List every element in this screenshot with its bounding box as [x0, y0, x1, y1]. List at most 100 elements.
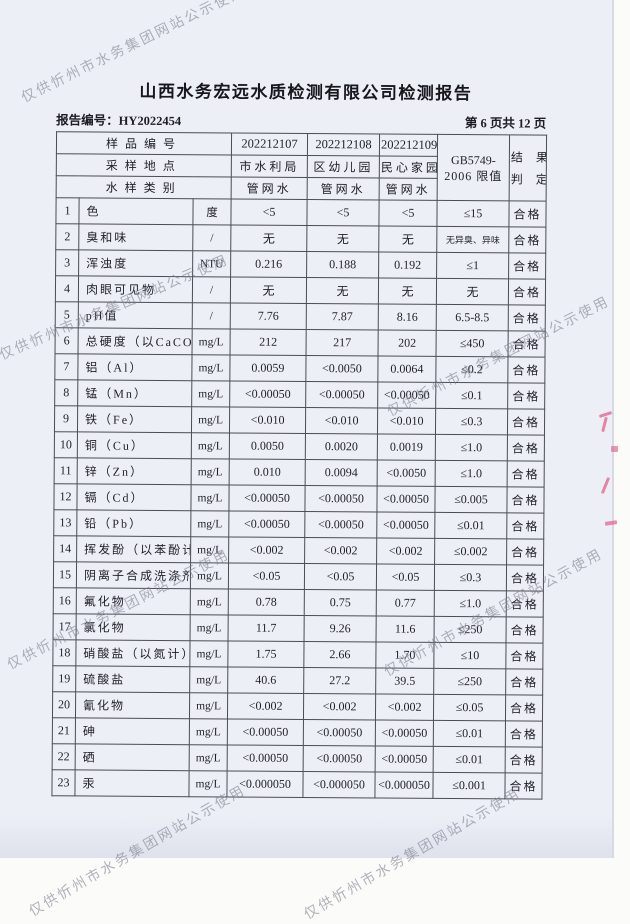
sample1-value: <0.00050: [228, 484, 306, 512]
result-cell: 合格: [508, 330, 546, 358]
row-number: 3: [55, 249, 79, 276]
unit-cell: mg/L: [189, 640, 229, 667]
page-indicator: 第 6 页共 12 页: [464, 116, 547, 131]
sample3-value: <5: [378, 200, 438, 227]
report-meta-row: 报告编号：HY2022454 第 6 页共 12 页: [56, 109, 546, 131]
unit-cell: /: [192, 302, 231, 329]
unit-cell: mg/L: [191, 458, 230, 485]
limit-value: 无: [436, 278, 509, 305]
result-cell: 合格: [507, 408, 545, 436]
location-3: 民心家园: [379, 156, 438, 179]
sample2-value: <0.00050: [304, 485, 378, 513]
limit-value: ≤0.001: [432, 772, 506, 799]
table-row: 2 臭和味 / 无 无 无 无异臭、异味 合格: [55, 223, 546, 254]
sample1-value: <0.00050: [227, 744, 304, 772]
parameter-name: 锌（Zn）: [77, 457, 192, 485]
limit-value: ≤0.01: [434, 512, 507, 539]
sample2-value: 27.2: [303, 667, 376, 694]
parameter-name: 总硬度（以CaCO₃计）: [78, 327, 193, 355]
result-cell: 合格: [504, 772, 543, 800]
unit-cell: mg/L: [191, 406, 230, 433]
row-number: 2: [55, 223, 79, 250]
unit-cell: mg/L: [191, 354, 231, 381]
row-number: 9: [54, 405, 78, 432]
result-cell: 合格: [507, 356, 546, 384]
result-cell: 合格: [506, 616, 544, 644]
sample2-value: <0.000050: [302, 771, 376, 798]
sample1-value: <0.00050: [229, 380, 306, 408]
parameter-name: 臭和味: [78, 223, 193, 251]
results-table: 样品编号 202212107 202212108 202212109 GB574…: [51, 131, 547, 800]
sample3-value: 无: [378, 278, 437, 305]
limit-value: ≤0.3: [434, 564, 507, 591]
sample3-value: <0.05: [376, 564, 435, 591]
table-row: 8 锰（Mn） mg/L <0.00050 <0.00050 <0.00050 …: [54, 379, 545, 410]
sample2-value: 0.75: [304, 589, 377, 617]
sample1-value: 0.78: [228, 588, 305, 616]
sample3-value: <0.002: [376, 538, 435, 565]
parameter-name: 铝（Al）: [77, 353, 193, 381]
limit-value: ≤0.2: [435, 356, 509, 383]
table-row: 1 色 度 <5 <5 <5 ≤15 合格: [55, 197, 547, 228]
result-cell: 合格: [507, 382, 545, 410]
sample-no-3: 202212109: [379, 134, 438, 157]
sample2-value: <0.00050: [303, 745, 376, 772]
sample1-value: 0.010: [229, 458, 306, 486]
row-number: 1: [55, 197, 80, 224]
table-row: 7 铝（Al） mg/L 0.0059 <0.0050 0.0064 ≤0.2 …: [54, 353, 546, 384]
sample3-value: 0.0019: [377, 434, 436, 461]
parameter-name: 镉（Cd）: [76, 483, 192, 511]
unit-cell: mg/L: [190, 484, 230, 511]
result-cell: 合格: [507, 434, 545, 462]
sample2-value: 0.0020: [305, 433, 378, 461]
table-row: 3 浑浊度 NTU 0.216 0.188 0.192 ≤1 合格: [55, 249, 546, 280]
table-row: 22 硒 mg/L <0.00050 <0.00050 <0.00050 ≤0.…: [52, 743, 543, 774]
parameter-rows: 1 色 度 <5 <5 <5 ≤15 合格 2 臭和味 / 无 无 无 无异臭、…: [51, 197, 547, 800]
table-row: 23 汞 mg/L <0.000050 <0.000050 <0.000050 …: [51, 769, 543, 800]
sample1-value: 0.0050: [229, 432, 306, 460]
table-row: 6 总硬度（以CaCO₃计） mg/L 212 217 202 ≤450 合格: [55, 327, 546, 358]
sample3-value: <0.0050: [377, 460, 436, 487]
result-cell: 合格: [508, 252, 546, 280]
location-label: 采样地点: [56, 153, 232, 177]
table-row: 13 铅（Pb） mg/L <0.00050 <0.00050 <0.00050…: [53, 509, 544, 540]
limit-value: ≤1: [436, 252, 509, 279]
sample2-value: <0.00050: [305, 381, 378, 409]
sample1-value: 1.75: [227, 640, 305, 668]
sample1-value: 40.6: [227, 666, 304, 694]
sample1-value: 无: [230, 276, 307, 304]
result-header: 结 果 判 定: [509, 134, 547, 202]
limit-value: ≤0.01: [433, 720, 506, 747]
limit-value: ≤450: [436, 330, 509, 357]
sample2-value: <0.00050: [304, 511, 377, 539]
sample1-value: <0.00050: [228, 510, 305, 538]
parameter-name: 汞: [74, 769, 190, 797]
sample3-value: 0.0064: [377, 356, 437, 383]
sample1-value: <0.05: [228, 562, 305, 590]
limit-header: GB5749- 2006 限值: [437, 134, 510, 201]
result-header-line2: 判 定: [510, 171, 547, 187]
table-header: 样品编号 202212107 202212108 202212109 GB574…: [56, 131, 547, 202]
parameter-name: 砷: [75, 717, 190, 745]
result-cell: 合格: [505, 720, 543, 748]
result-cell: 合格: [508, 278, 546, 306]
table-row: 21 砷 mg/L <0.00050 <0.00050 <0.00050 ≤0.…: [52, 717, 543, 748]
limit-value: 无异臭、异味: [436, 226, 509, 253]
result-cell: 合格: [508, 226, 546, 254]
result-cell: 合格: [508, 200, 547, 228]
row-number: 21: [52, 717, 76, 744]
unit-cell: mg/L: [190, 510, 229, 537]
limit-value: ≤0.05: [433, 694, 506, 721]
limit-value: ≤15: [436, 200, 510, 227]
parameter-name: 锰（Mn）: [77, 379, 192, 407]
paper-edge: [612, 0, 614, 858]
unit-cell: /: [192, 224, 231, 251]
location-1: 市水利局: [231, 154, 308, 178]
sample3-value: <0.002: [375, 693, 434, 721]
limit-header-line1: GB5749-: [451, 152, 496, 167]
result-cell: 合格: [506, 564, 544, 592]
red-stamp-fragment: [611, 446, 618, 452]
parameter-name: 氟化物: [76, 587, 191, 615]
parameter-name: 氰化物: [75, 691, 190, 719]
table-row: 10 铜（Cu） mg/L 0.0050 0.0020 0.0019 ≤1.0 …: [54, 431, 545, 462]
